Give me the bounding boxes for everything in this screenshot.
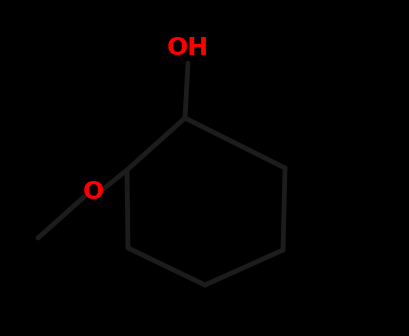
Text: OH: OH — [167, 36, 209, 60]
Text: O: O — [82, 180, 103, 204]
